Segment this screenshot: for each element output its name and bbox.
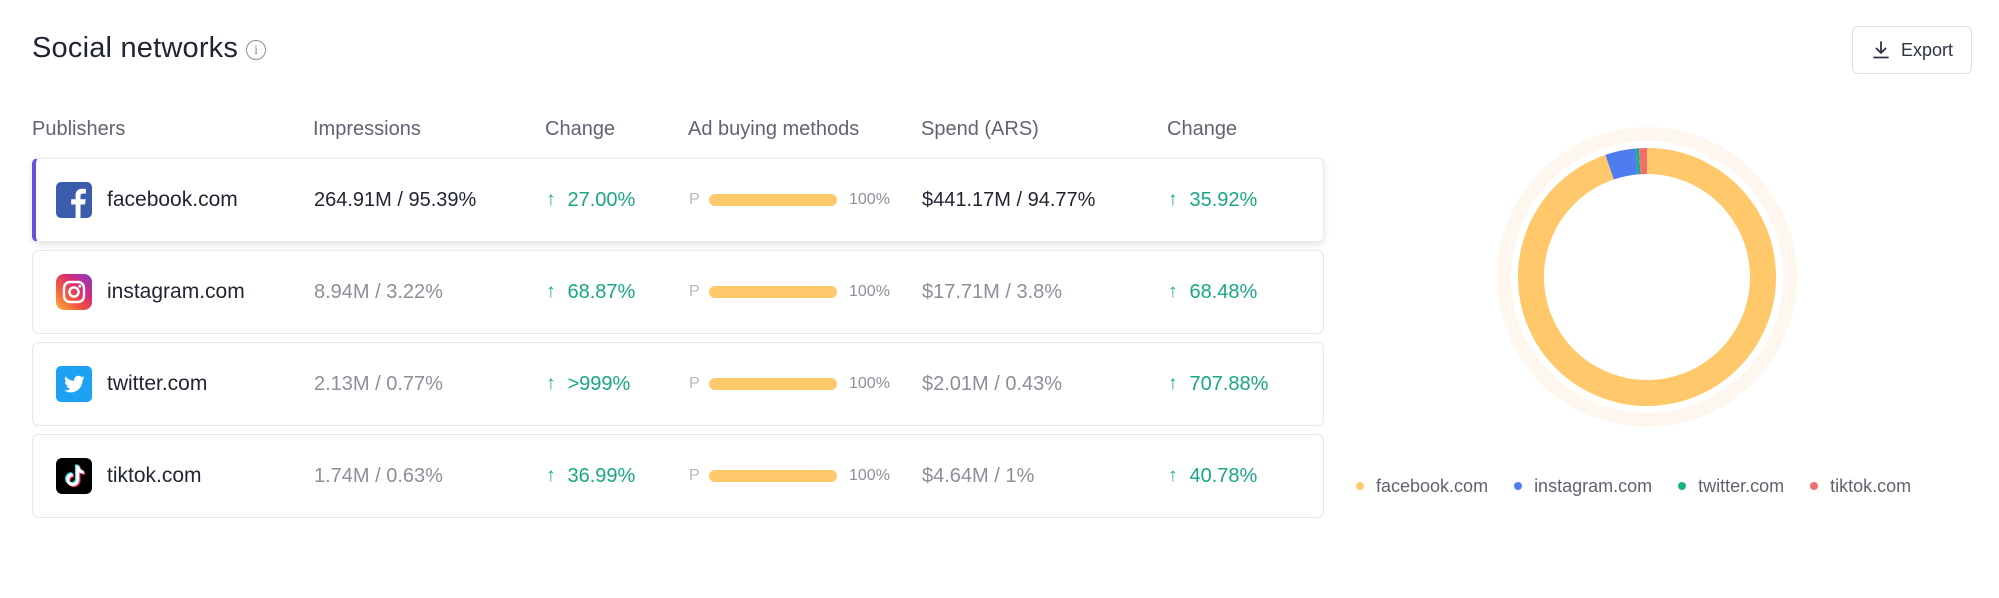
- impressions-change-value: 27.00%: [567, 188, 636, 211]
- donut-chart-svg: [1497, 127, 1797, 427]
- publisher-name[interactable]: instagram.com: [107, 280, 245, 303]
- twitter-logo-icon: [56, 366, 92, 402]
- export-label: Export: [1900, 39, 1954, 60]
- impressions-value: 8.94M / 3.22%: [314, 280, 443, 303]
- impressions-change: ↑ 36.99%: [546, 435, 635, 517]
- donut-chart: [1497, 127, 1797, 427]
- method-share-pct: 100%: [849, 375, 890, 392]
- method-label: P: [689, 467, 700, 484]
- method-share-bar: [709, 194, 837, 206]
- spend-change-value: 707.88%: [1189, 372, 1269, 395]
- column-spend[interactable]: Spend (ARS): [921, 118, 1039, 140]
- method-label: P: [689, 375, 700, 392]
- arrow-up-icon: ↑: [1168, 465, 1178, 486]
- info-icon[interactable]: i: [246, 40, 267, 60]
- legend-swatch: [1356, 482, 1364, 490]
- donut-halo: [1497, 127, 1797, 427]
- impressions-change: ↑ 68.87%: [546, 251, 635, 333]
- legend-swatch: [1810, 482, 1819, 490]
- arrow-up-icon: ↑: [1168, 189, 1178, 210]
- ad-buying-method: P 100%: [689, 159, 890, 241]
- table-row[interactable]: tiktok.com 1.74M / 0.63% ↑ 36.99% P 100% $…: [32, 434, 1324, 518]
- spend-change-value: 68.48%: [1189, 280, 1258, 303]
- spend-change: ↑ 35.92%: [1168, 159, 1257, 241]
- method-label: P: [689, 191, 700, 208]
- impressions-change: ↑ >999%: [546, 343, 630, 425]
- legend-label: twitter.com: [1698, 475, 1785, 496]
- ad-buying-method: P 100%: [689, 435, 890, 517]
- legend-label: facebook.com: [1376, 475, 1489, 496]
- method-share-pct: 100%: [849, 191, 890, 208]
- method-share-pct: 100%: [849, 283, 890, 300]
- tiktok-logo-icon: [56, 458, 92, 494]
- impressions-value: 264.91M / 95.39%: [314, 188, 477, 211]
- ad-buying-method: P 100%: [689, 343, 890, 425]
- impressions-change-value: >999%: [567, 372, 631, 395]
- column-ad-buying-methods[interactable]: Ad buying methods: [688, 118, 860, 140]
- method-share-bar: [709, 286, 837, 298]
- arrow-up-icon: ↑: [546, 189, 556, 210]
- legend-label: instagram.com: [1534, 475, 1653, 496]
- spend-value: $2.01M / 0.43%: [922, 372, 1063, 395]
- method-share-bar: [709, 470, 837, 482]
- spend-value: $4.64M / 1%: [922, 464, 1035, 487]
- legend-swatch: [1514, 482, 1523, 490]
- donut-slice-instagram[interactable]: [1605, 148, 1639, 180]
- table-row[interactable]: twitter.com 2.13M / 0.77% ↑ >999% P 100% $…: [32, 342, 1324, 426]
- arrow-up-icon: ↑: [546, 373, 556, 394]
- publisher-name[interactable]: tiktok.com: [107, 464, 202, 487]
- page-title: Social networks: [32, 32, 239, 64]
- legend-item[interactable]: instagram.com: [1514, 476, 1652, 497]
- legend-label: tiktok.com: [1830, 475, 1912, 496]
- method-share-pct: 100%: [849, 467, 890, 484]
- publisher-name[interactable]: facebook.com: [107, 188, 238, 211]
- spend-change: ↑ 707.88%: [1168, 343, 1268, 425]
- column-impressions-change[interactable]: Change: [545, 118, 616, 140]
- method-label: P: [689, 283, 700, 300]
- facebook-logo-icon: [56, 182, 92, 218]
- spend-change: ↑ 68.48%: [1168, 251, 1257, 333]
- download-icon: [1871, 40, 1891, 60]
- impressions-value: 2.13M / 0.77%: [314, 372, 443, 395]
- spend-change-value: 40.78%: [1189, 464, 1258, 487]
- arrow-up-icon: ↑: [546, 281, 556, 302]
- section-header: Social networks i: [32, 32, 267, 65]
- ad-buying-method: P 100%: [689, 251, 890, 333]
- legend-item[interactable]: tiktok.com: [1810, 476, 1911, 497]
- instagram-logo-icon: [56, 274, 92, 310]
- impressions-change-value: 36.99%: [567, 464, 636, 487]
- publisher-name[interactable]: twitter.com: [107, 372, 208, 395]
- table-row[interactable]: instagram.com 8.94M / 3.22% ↑ 68.87% P 100…: [32, 250, 1324, 334]
- chart-legend: facebook.com instagram.com twitter.com tikt…: [1356, 473, 1911, 499]
- spend-change: ↑ 40.78%: [1168, 435, 1257, 517]
- arrow-up-icon: ↑: [546, 465, 556, 486]
- export-button[interactable]: Export: [1852, 26, 1972, 74]
- spend-value: $17.71M / 3.8%: [922, 280, 1063, 303]
- legend-swatch: [1678, 482, 1687, 490]
- impressions-change-value: 68.87%: [567, 280, 636, 303]
- legend-item[interactable]: facebook.com: [1356, 476, 1488, 497]
- column-spend-change[interactable]: Change: [1167, 118, 1238, 140]
- column-publishers[interactable]: Publishers: [32, 118, 126, 140]
- impressions-value: 1.74M / 0.63%: [314, 464, 443, 487]
- legend-item[interactable]: twitter.com: [1678, 476, 1784, 497]
- donut-slice-facebook[interactable]: [1518, 148, 1776, 406]
- table-row[interactable]: facebook.com 264.91M / 95.39% ↑ 27.00% P 1…: [32, 158, 1324, 242]
- spend-value: $441.17M / 94.77%: [922, 188, 1096, 211]
- impressions-change: ↑ 27.00%: [546, 159, 635, 241]
- arrow-up-icon: ↑: [1168, 281, 1178, 302]
- arrow-up-icon: ↑: [1168, 373, 1178, 394]
- column-impressions[interactable]: Impressions: [313, 118, 421, 140]
- spend-change-value: 35.92%: [1189, 188, 1258, 211]
- table-header: Publishers Impressions Change Ad buying …: [32, 118, 1322, 142]
- method-share-bar: [709, 378, 837, 390]
